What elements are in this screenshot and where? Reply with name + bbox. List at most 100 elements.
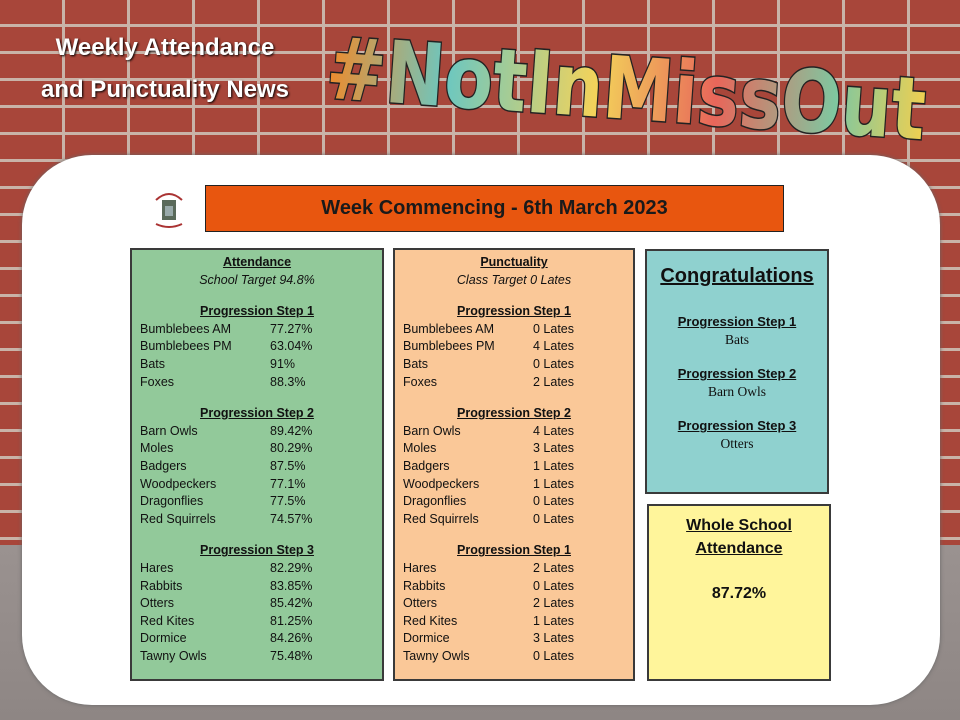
- class-name: Badgers: [140, 458, 187, 473]
- table-row: Foxes 88.3%: [132, 374, 382, 392]
- class-name: Dragonflies: [403, 494, 467, 509]
- table-row: Dormice 3 Lates: [395, 630, 633, 648]
- table-row: Rabbits 0 Lates: [395, 578, 633, 596]
- table-row: Foxes 2 Lates: [395, 374, 633, 392]
- whole-school-value: 87.72%: [711, 585, 767, 602]
- class-name: Badgers: [403, 458, 450, 473]
- class-value: 83.85%: [270, 578, 313, 593]
- table-row: Tawny Owls 75.48%: [132, 648, 382, 666]
- class-value: 1 Lates: [533, 458, 575, 473]
- class-value: 82.29%: [270, 560, 313, 575]
- class-value: 4 Lates: [533, 423, 575, 438]
- class-name: Woodpeckers: [403, 476, 480, 491]
- group-heading: Progression Step 3: [200, 543, 314, 558]
- class-name: Dormice: [140, 631, 187, 646]
- table-row: Red Squirrels 74.57%: [132, 511, 382, 529]
- class-value: 0 Lates: [533, 494, 575, 509]
- table-row: Badgers 87.5%: [132, 458, 382, 476]
- table-row: Barn Owls 89.42%: [132, 423, 382, 441]
- class-name: Red Squirrels: [403, 511, 479, 526]
- class-name: Rabbits: [403, 578, 446, 593]
- attendance-panel: Attendance School Target 94.8% Progression…: [130, 248, 384, 681]
- group-heading: Progression Step 1: [200, 304, 314, 319]
- table-row: Bumblebees AM 77.27%: [132, 321, 382, 339]
- class-name: Bumblebees AM: [140, 321, 232, 336]
- class-value: 0 Lates: [533, 321, 575, 336]
- table-row: Hares 82.29%: [132, 560, 382, 578]
- class-value: 0 Lates: [533, 648, 575, 663]
- group-heading: Progression Step 1: [457, 543, 571, 558]
- class-value: 2 Lates: [533, 560, 575, 575]
- class-name: Bumblebees AM: [403, 321, 495, 336]
- class-value: 75.48%: [270, 648, 313, 663]
- table-row: Bumblebees PM 63.04%: [132, 338, 382, 356]
- class-value: 81.25%: [270, 613, 313, 628]
- class-value: 74.57%: [270, 511, 313, 526]
- table-row: Woodpeckers 1 Lates: [395, 476, 633, 494]
- table-row: Barn Owls 4 Lates: [395, 423, 633, 441]
- class-value: 77.5%: [270, 494, 306, 509]
- table-row: Dragonflies 0 Lates: [395, 493, 633, 511]
- panel-target: Class Target 0 Lates: [456, 272, 572, 287]
- group-heading: Progression Step 2: [200, 406, 314, 421]
- class-value: 77.1%: [270, 476, 306, 491]
- congratulations-title: Congratulations: [660, 265, 814, 287]
- class-value: 0 Lates: [533, 511, 575, 526]
- class-value: 1 Lates: [533, 476, 575, 491]
- class-name: Otters: [403, 596, 438, 611]
- table-row: Hares 2 Lates: [395, 560, 633, 578]
- punctuality-panel: Punctuality Class Target 0 Lates Progressi…: [393, 248, 635, 681]
- school-logo: [155, 193, 183, 228]
- class-name: Dragonflies: [140, 494, 204, 509]
- class-name: Hares: [140, 560, 174, 575]
- class-value: 0 Lates: [533, 578, 575, 593]
- whole-school-title: Whole School Attendance: [686, 517, 792, 557]
- group-heading: Progression Step 2: [457, 406, 571, 421]
- table-row: Woodpeckers 77.1%: [132, 476, 382, 494]
- hashtag: #NotInMissOut: [323, 19, 929, 161]
- class-value: 2 Lates: [533, 596, 575, 611]
- class-value: 77.27%: [270, 321, 313, 336]
- class-name: Red Kites: [140, 613, 195, 628]
- class-name: Red Kites: [403, 613, 458, 628]
- class-name: Moles: [140, 441, 174, 456]
- class-value: 0 Lates: [533, 356, 575, 371]
- table-row: Dormice 84.26%: [132, 630, 382, 648]
- award-class: Barn Owls: [707, 383, 767, 399]
- class-value: 2 Lates: [533, 374, 575, 389]
- class-name: Red Squirrels: [140, 511, 216, 526]
- table-row: Moles 80.29%: [132, 440, 382, 458]
- class-value: 63.04%: [270, 339, 313, 354]
- table-row: Tawny Owls 0 Lates: [395, 648, 633, 666]
- table-row: Bumblebees PM 4 Lates: [395, 338, 633, 356]
- class-name: Moles: [403, 441, 437, 456]
- award-step: Progression Step 2: [677, 366, 797, 382]
- class-name: Bumblebees PM: [140, 339, 232, 354]
- whole-school-panel: Whole School Attendance 87.72%: [647, 504, 831, 681]
- table-row: Otters 85.42%: [132, 595, 382, 613]
- table-row: Moles 3 Lates: [395, 440, 633, 458]
- class-name: Barn Owls: [140, 423, 198, 438]
- class-name: Bumblebees PM: [403, 339, 495, 354]
- class-name: Bats: [140, 356, 166, 371]
- class-name: Barn Owls: [403, 423, 461, 438]
- class-value: 84.26%: [270, 631, 313, 646]
- class-name: Tawny Owls: [403, 648, 470, 663]
- table-row: Dragonflies 77.5%: [132, 493, 382, 511]
- class-name: Foxes: [403, 374, 438, 389]
- class-value: 3 Lates: [533, 441, 575, 456]
- week-banner: Week Commencing - 6th March 2023: [205, 185, 784, 232]
- class-value: 3 Lates: [533, 631, 575, 646]
- table-row: Rabbits 83.85%: [132, 578, 382, 596]
- class-value: 89.42%: [270, 423, 313, 438]
- header-title: Weekly Attendance: [55, 34, 275, 61]
- class-value: 85.42%: [270, 596, 313, 611]
- hashtag-banner: #NotInMissOut: [322, 17, 931, 162]
- class-name: Tawny Owls: [140, 648, 207, 663]
- panel-target: School Target 94.8%: [199, 272, 315, 287]
- class-name: Woodpeckers: [140, 476, 217, 491]
- class-name: Otters: [140, 596, 175, 611]
- spacer: [647, 291, 827, 313]
- table-row: Red Kites 1 Lates: [395, 613, 633, 631]
